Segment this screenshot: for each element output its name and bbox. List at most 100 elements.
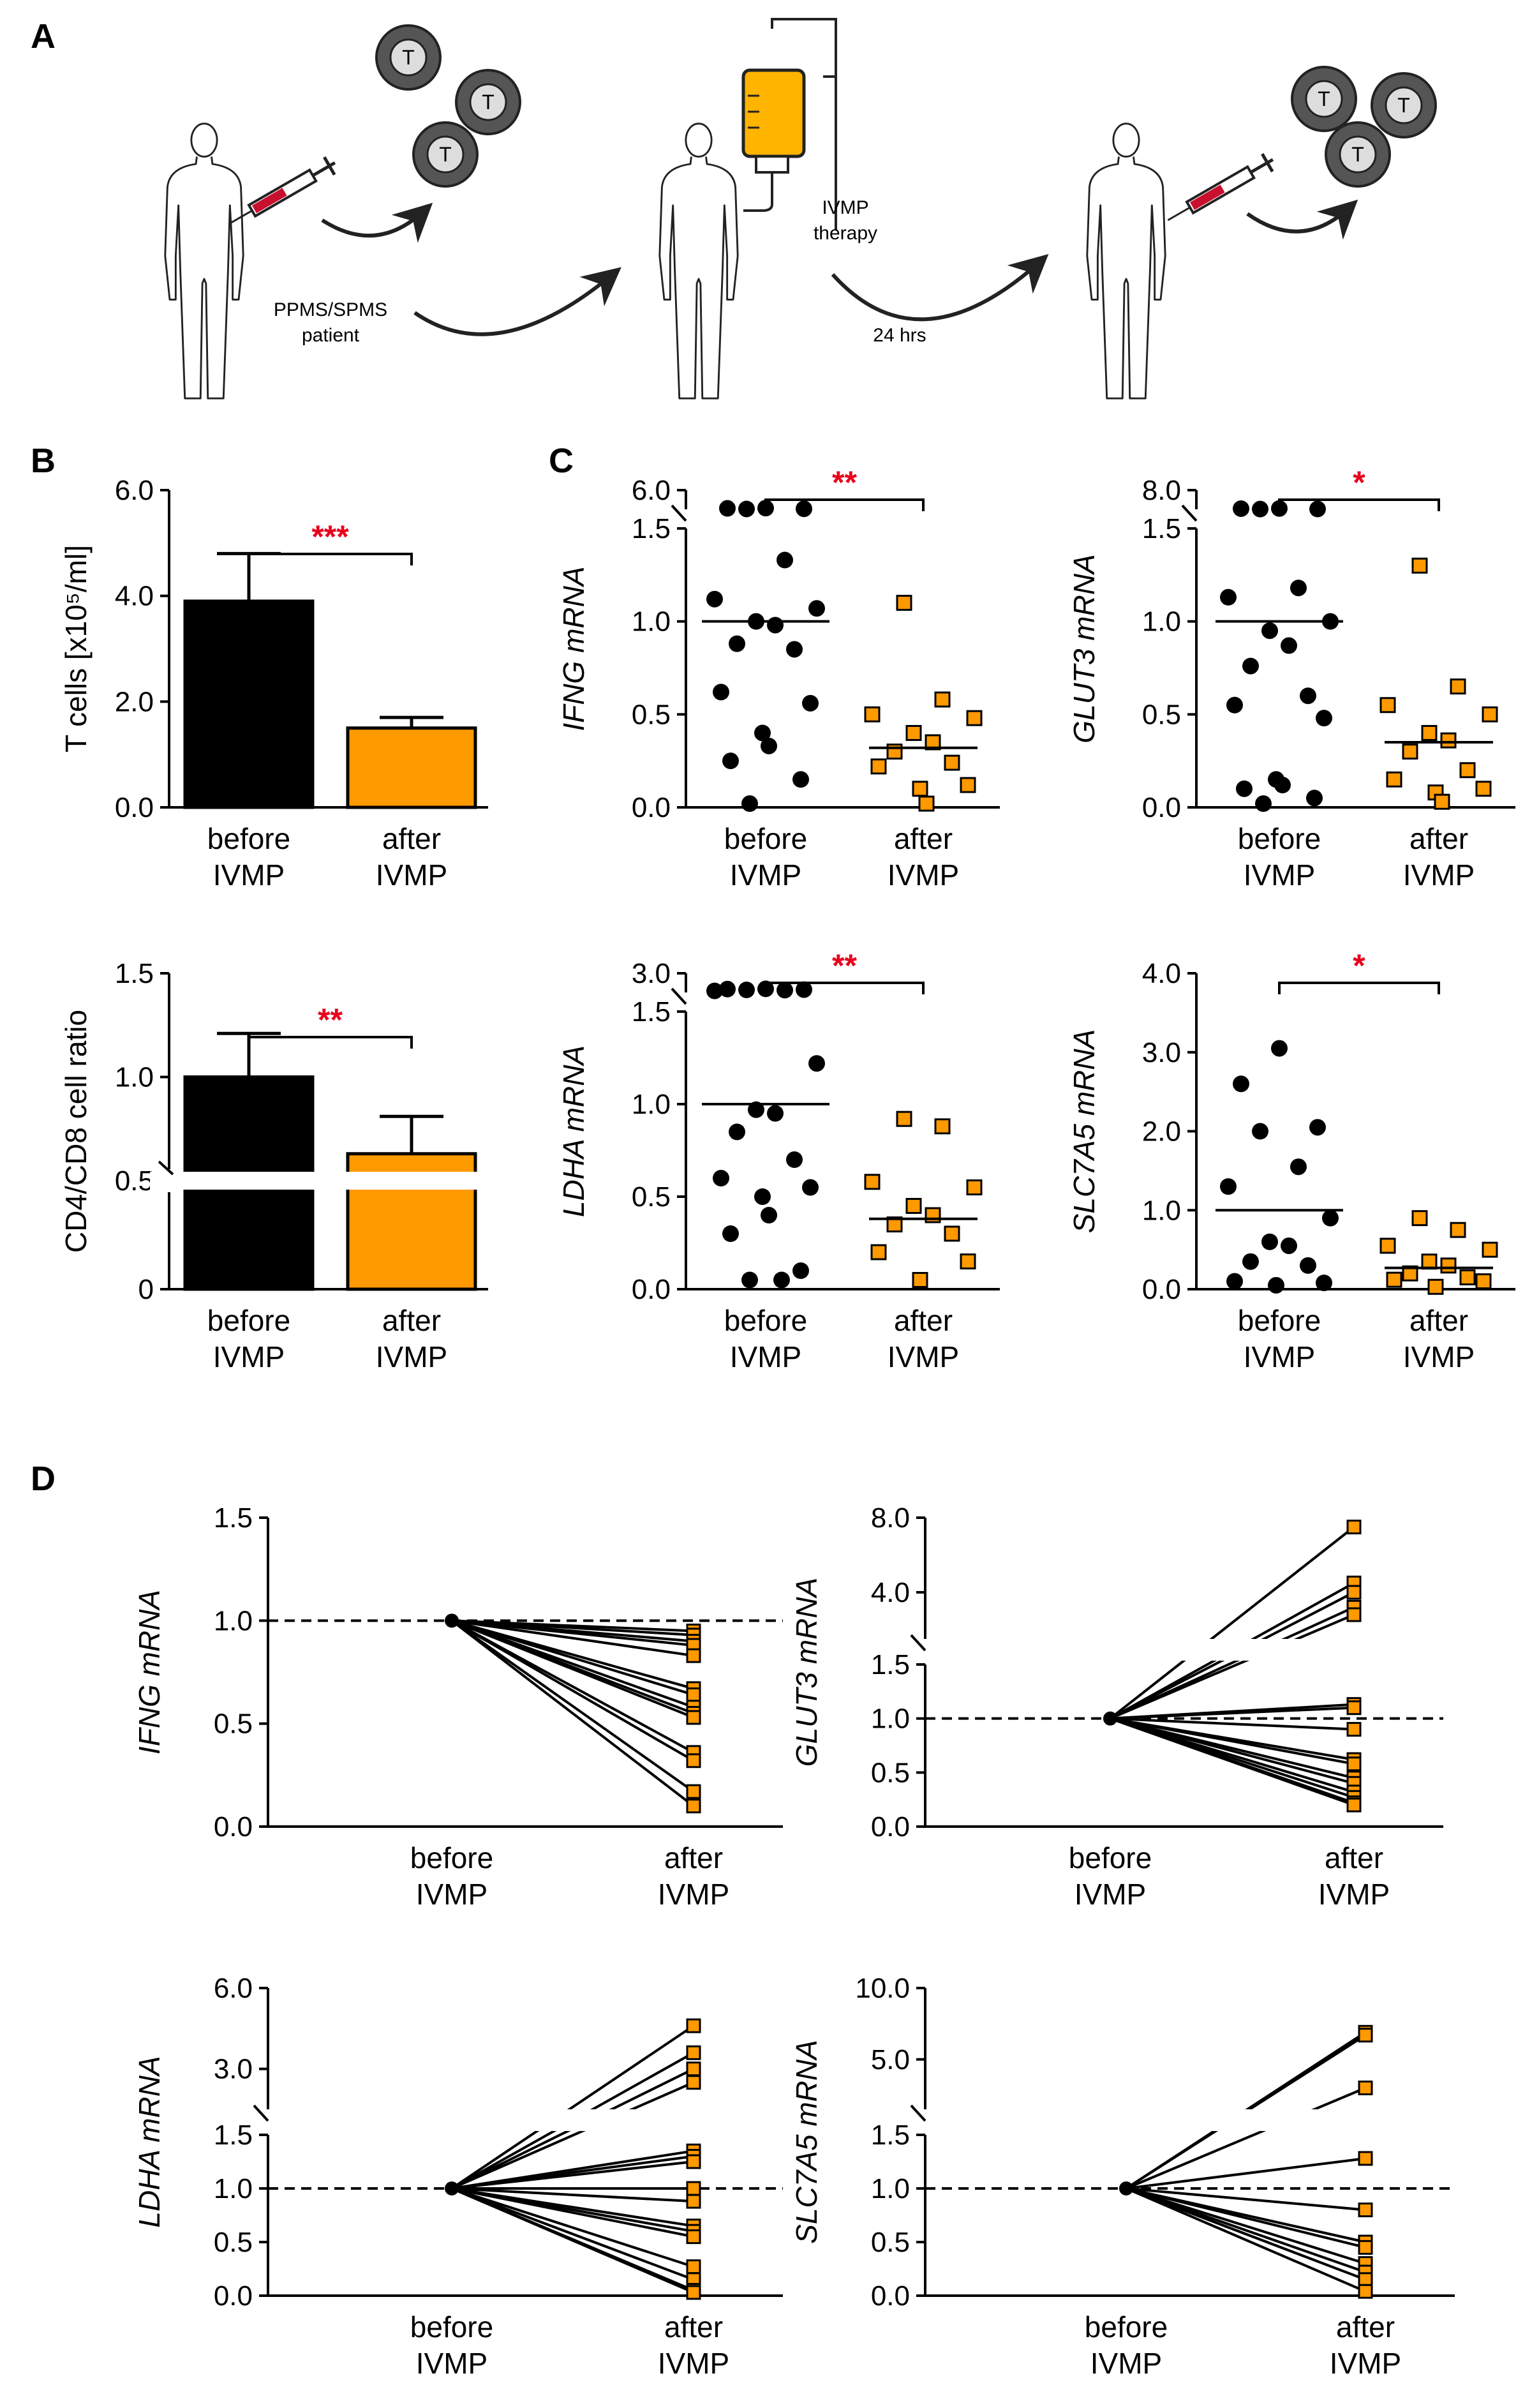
data-point-after <box>1434 793 1450 810</box>
body-outline <box>164 156 244 400</box>
data-point-before <box>741 1271 758 1289</box>
y-tick-label: 0 <box>138 1274 154 1305</box>
chart-D1: 0.0 0.5 1.0 1.5 before IVMP after IVMP IFNG mRNA <box>133 1502 783 1911</box>
x-tick-label: after <box>664 2310 723 2344</box>
paired-line <box>1126 2157 1366 2190</box>
data-point-after <box>864 1174 881 1190</box>
axis-break <box>1181 504 1198 522</box>
data-point-before <box>748 1101 764 1118</box>
patient-figure-therapy <box>658 123 739 400</box>
x-tick-label: IVMP <box>1074 1878 1146 1911</box>
data-point-after <box>1386 771 1402 788</box>
data-point-after <box>966 1179 983 1195</box>
paired-line <box>1110 1717 1355 1731</box>
data-point-before <box>1103 1711 1117 1726</box>
iv-bag-icon <box>741 18 837 230</box>
paired-line <box>1109 1526 1355 1720</box>
x-tick-label: IVMP <box>888 858 959 892</box>
y-tick-label: 0.5 <box>632 699 671 730</box>
data-point-after <box>1482 1241 1498 1258</box>
data-point-after <box>1358 2080 1373 2095</box>
y-tick-label: 2.0 <box>115 686 154 717</box>
x-tick-label: before <box>207 1304 290 1337</box>
y-tick-label: 2.0 <box>1142 1116 1181 1148</box>
data-point-before <box>796 500 812 518</box>
significance-label: * <box>1353 948 1365 983</box>
paired-line <box>451 2081 694 2190</box>
data-point-after <box>912 1272 928 1288</box>
data-point-after <box>1358 2028 1373 2043</box>
body-outline <box>658 156 739 400</box>
paired-line <box>451 1619 694 1647</box>
data-point-after <box>1411 1210 1428 1227</box>
axis-break <box>253 2104 269 2122</box>
x-tick-label: before <box>1085 2310 1168 2344</box>
t-cell-nucleus <box>1305 80 1343 118</box>
data-point-after <box>912 781 928 797</box>
y-tick-label: 6.0 <box>632 475 671 506</box>
paired-line <box>451 2187 694 2238</box>
y-tick-label: 0.5 <box>871 1757 910 1788</box>
data-point-before <box>802 694 819 712</box>
y-tick-label: 1.0 <box>632 1089 671 1120</box>
chart-C3: 3.00.00.51.01.5**beforeIVMPafterIVMPLDHA… <box>557 948 1000 1373</box>
data-point-before <box>1252 500 1268 518</box>
paired-line <box>451 2187 694 2203</box>
t-cell-group: T T T T T T <box>375 24 1437 188</box>
data-point-after <box>686 2194 701 2209</box>
data-point-after <box>934 1118 951 1135</box>
data-point-after <box>686 1784 701 1799</box>
y-tick-label: 0.5 <box>214 1709 253 1740</box>
data-point-after <box>686 2181 701 2196</box>
data-point-after <box>686 2154 701 2169</box>
data-point-before <box>741 795 758 812</box>
x-tick-label: IVMP <box>1403 1340 1475 1373</box>
patient-label-line2: patient <box>302 325 360 346</box>
data-point-before <box>1309 500 1326 518</box>
data-point-after <box>886 1216 903 1232</box>
data-point-before <box>706 982 723 999</box>
data-point-after <box>1346 1520 1362 1535</box>
data-point-before <box>722 752 739 770</box>
data-point-after <box>1475 1273 1492 1290</box>
x-tick-label: before <box>207 822 290 855</box>
y-tick-label: 1.5 <box>214 1502 253 1534</box>
data-point-before <box>786 1151 803 1168</box>
chart-C2: 8.00.00.51.01.5*beforeIVMPafterIVMPGLUT3… <box>1067 465 1515 892</box>
paired-line <box>451 1619 694 1696</box>
data-point-after <box>686 1753 701 1769</box>
paired-line <box>1110 1717 1355 1765</box>
data-point-before <box>802 1179 819 1196</box>
data-point-after <box>1379 697 1396 714</box>
y-axis-label: IFNG mRNA <box>557 566 590 731</box>
axis-break <box>910 2104 926 2122</box>
data-point-before <box>792 1262 809 1279</box>
patient-label-line1: PPMS/SPMS <box>274 299 387 320</box>
axis-break <box>671 987 687 1005</box>
y-axis-label: SLC7A5 mRNA <box>1067 1029 1101 1234</box>
paired-line <box>451 2187 694 2281</box>
data-point-before <box>1242 1253 1259 1270</box>
paired-line <box>1126 2187 1366 2249</box>
y-tick-label: 0.0 <box>871 2280 910 2312</box>
panel-letter-c: C <box>549 442 574 480</box>
x-tick-label: IVMP <box>730 1340 801 1373</box>
data-point-after <box>686 2259 701 2275</box>
y-tick-label: 1.0 <box>1142 1195 1181 1226</box>
data-point-after <box>870 758 887 775</box>
paired-line <box>450 1619 695 1793</box>
data-point-before <box>761 1207 777 1223</box>
data-point-after <box>1358 2240 1373 2255</box>
data-point-after <box>686 1687 701 1702</box>
y-tick-label: 0.5 <box>1142 699 1181 730</box>
data-point-after <box>1346 1756 1362 1772</box>
x-tick-label: after <box>1409 1304 1468 1337</box>
data-point-after <box>1411 557 1428 574</box>
chart-D4: 10.05.00.00.51.01.5beforeIVMPafterIVMPSL… <box>790 1973 1468 2380</box>
x-tick-label: IVMP <box>376 1340 447 1373</box>
x-tick-label: after <box>382 822 441 855</box>
data-point-before <box>1300 1257 1316 1274</box>
y-axis-label: LDHA mRNA <box>557 1045 590 1217</box>
